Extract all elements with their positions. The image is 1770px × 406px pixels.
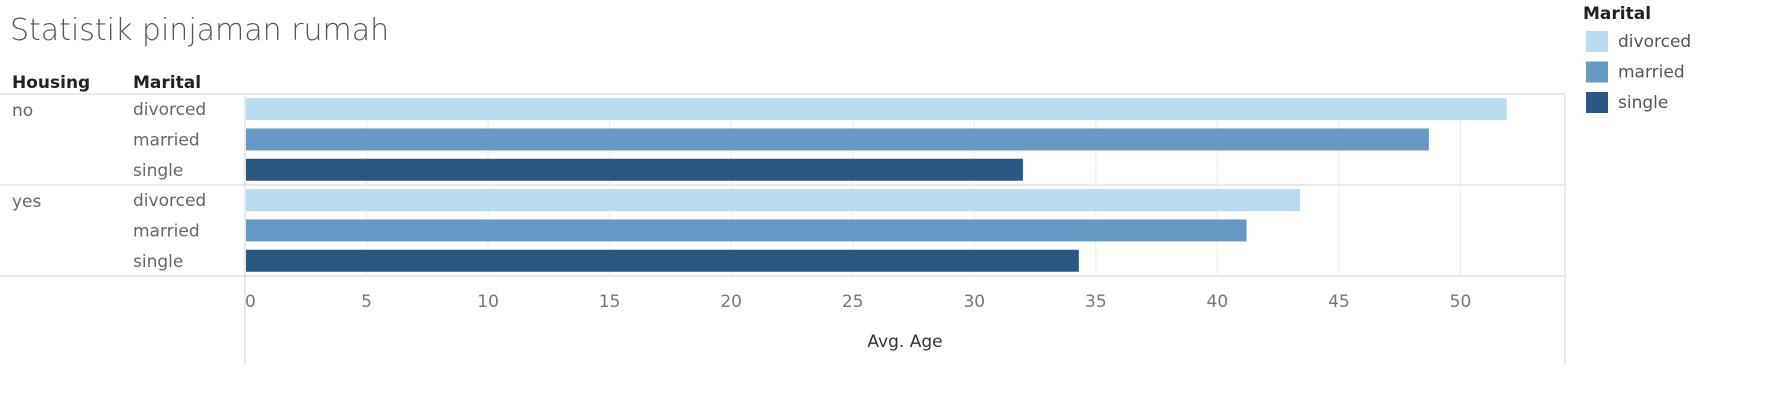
x-tick-label: 20 xyxy=(720,292,742,312)
gridlines xyxy=(366,94,1461,276)
x-tick-label: 50 xyxy=(1450,292,1472,312)
x-tick-label: 40 xyxy=(1207,292,1229,312)
x-tick-label: 35 xyxy=(1085,292,1107,312)
marital-row-label: single xyxy=(133,252,183,272)
marital-row-label: single xyxy=(133,161,183,181)
x-tick-label: 25 xyxy=(842,292,864,312)
x-tick-label: 30 xyxy=(963,292,985,312)
x-tick-label: 10 xyxy=(477,292,499,312)
bar-no-divorced[interactable] xyxy=(246,98,1507,121)
x-axis-title: Avg. Age xyxy=(867,332,942,352)
legend: Marital divorced married single xyxy=(1583,4,1691,113)
marital-header: Marital xyxy=(133,73,201,93)
marital-row-label: married xyxy=(133,130,200,150)
bar-no-single[interactable] xyxy=(246,158,1023,181)
legend-swatch-single xyxy=(1586,92,1608,113)
bar-no-married[interactable] xyxy=(246,128,1429,151)
marital-row-label: married xyxy=(133,221,200,241)
x-tick-label: 45 xyxy=(1328,292,1350,312)
marital-row-label: divorced xyxy=(133,100,206,120)
x-tick-label: 15 xyxy=(599,292,621,312)
legend-title: Marital xyxy=(1583,4,1651,24)
legend-label: married xyxy=(1618,63,1685,83)
x-axis-ticks: 0 5 10 15 20 25 30 35 40 45 50 xyxy=(245,292,1471,312)
bars xyxy=(246,98,1507,272)
row-labels: no divorced married single yes divorced marrie… xyxy=(12,100,206,272)
marital-row-label: divorced xyxy=(133,191,206,211)
bar-yes-married[interactable] xyxy=(246,219,1247,242)
chart-title: Statistik pinjaman rumah xyxy=(10,13,389,48)
bar-yes-divorced[interactable] xyxy=(246,189,1301,212)
x-tick-label: 5 xyxy=(361,292,372,312)
legend-label: single xyxy=(1618,93,1668,113)
housing-group-label: yes xyxy=(12,192,42,212)
bar-yes-single[interactable] xyxy=(246,249,1079,272)
housing-header: Housing xyxy=(12,73,90,93)
x-tick-label: 0 xyxy=(245,292,256,312)
housing-group-label: no xyxy=(12,101,33,121)
plot-frame xyxy=(0,93,1566,364)
legend-swatch-married xyxy=(1586,61,1608,83)
legend-label: divorced xyxy=(1618,32,1691,52)
legend-swatch-divorced xyxy=(1586,31,1608,52)
